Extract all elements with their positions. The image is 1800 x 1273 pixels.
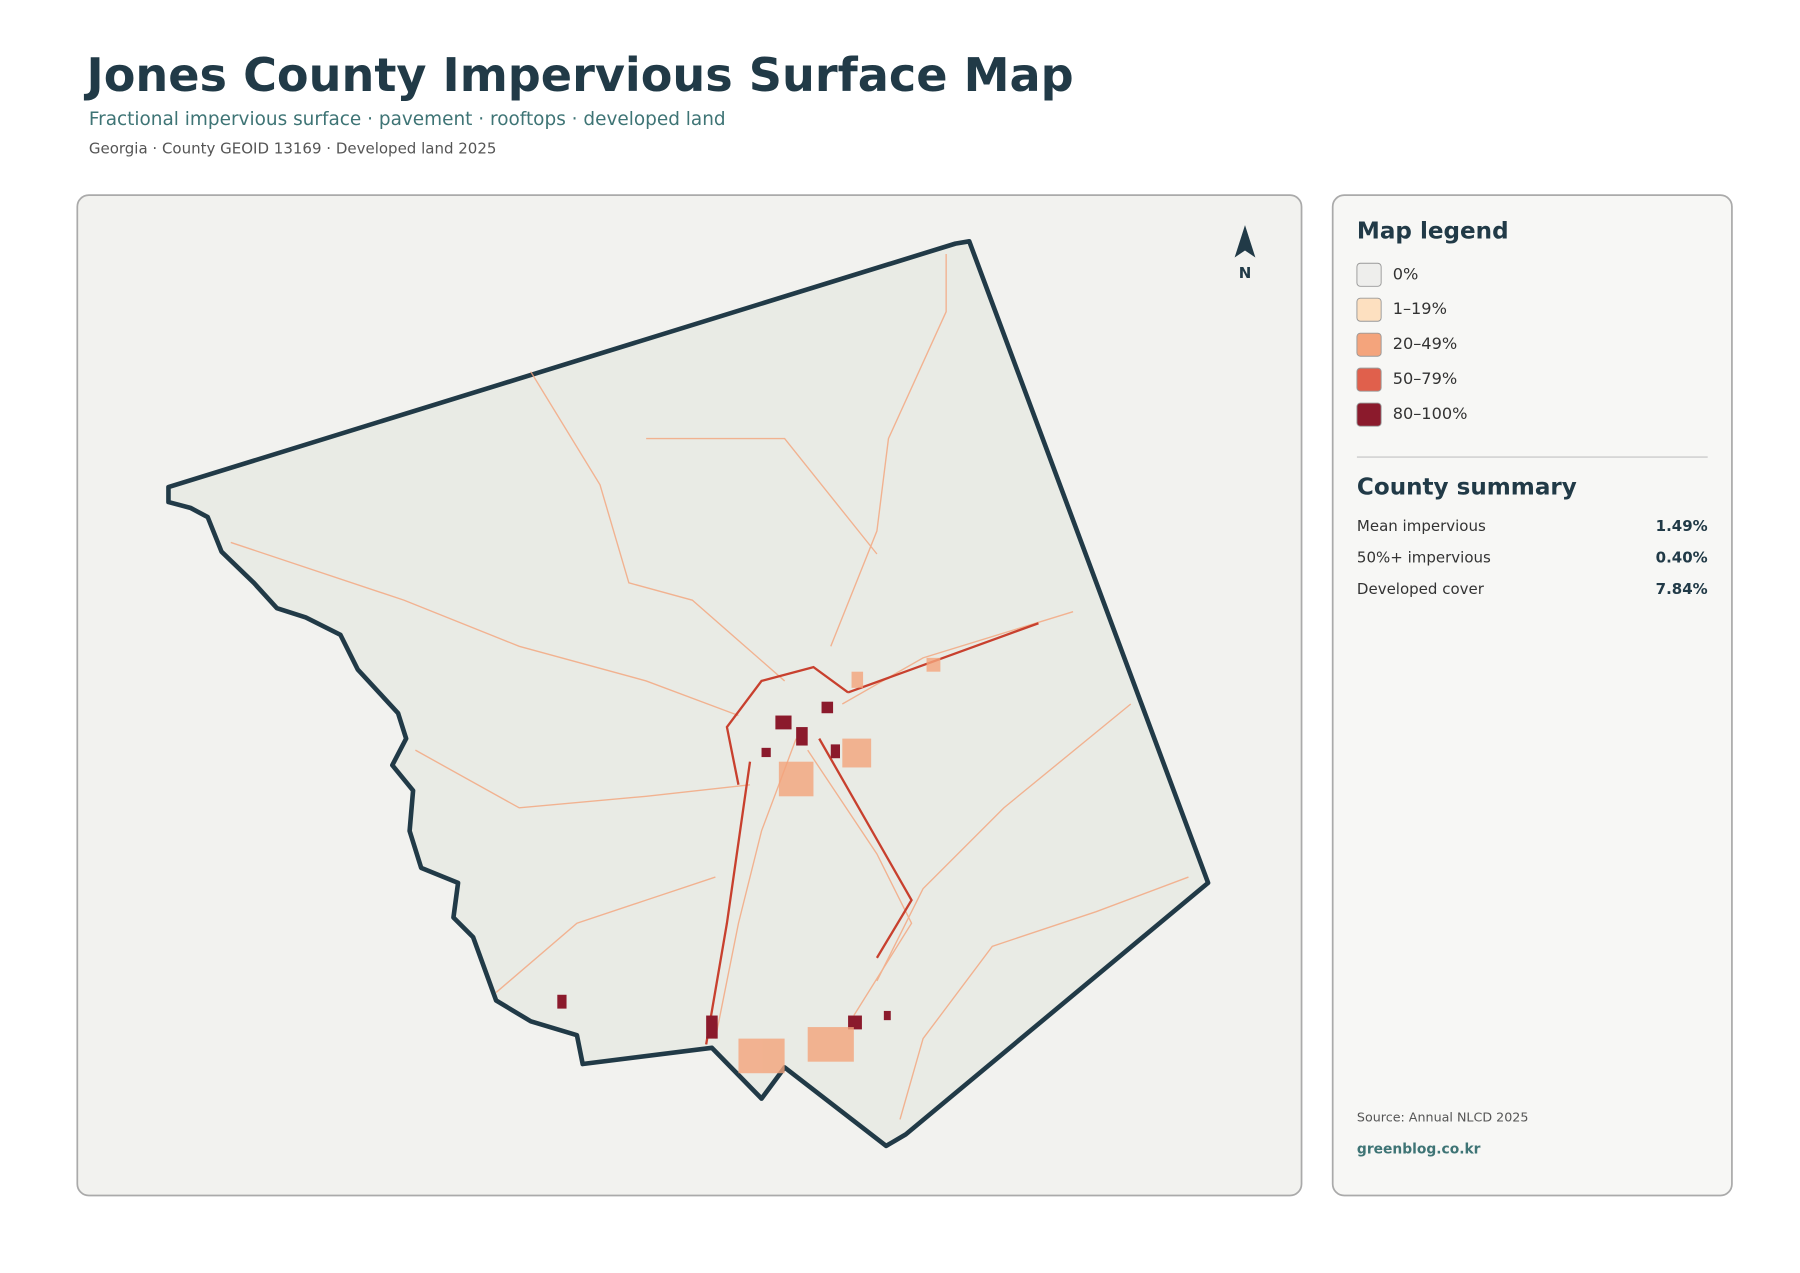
- legend-label: 50–79%: [1393, 369, 1457, 388]
- summary-value: 1.49%: [1656, 517, 1708, 535]
- north-arrow: N: [1234, 225, 1256, 282]
- developed-areas: [738, 657, 941, 1074]
- legend-swatch: [1356, 297, 1382, 322]
- county-map: [166, 238, 1211, 1149]
- source: Source: Annual NLCD 2025: [1357, 1110, 1529, 1125]
- roads: [230, 253, 1189, 1120]
- title: Jones County Impervious Surface Map: [84, 48, 1074, 102]
- legend-label: 1–19%: [1393, 299, 1447, 318]
- legend-swatch: [1356, 262, 1382, 287]
- town-center: [557, 701, 891, 1039]
- legend-swatch: [1356, 367, 1382, 392]
- legend-label: 20–49%: [1393, 334, 1457, 353]
- summary-label: 50%+ impervious: [1357, 548, 1491, 566]
- legend-label: 0%: [1393, 264, 1419, 283]
- county-boundary: [166, 238, 1211, 1149]
- major-roads: [705, 622, 1039, 1045]
- summary-title: County summary: [1357, 475, 1577, 501]
- legend-swatch: [1356, 332, 1382, 357]
- north-label: N: [1239, 264, 1252, 282]
- summary-label: Mean impervious: [1357, 517, 1486, 535]
- site: greenblog.co.kr: [1357, 1141, 1481, 1157]
- summary-label: Developed cover: [1357, 580, 1485, 598]
- legend-swatch: [1356, 402, 1382, 427]
- legend: 0% 1–19% 20–49% 50–79% 80–100%: [1356, 262, 1468, 427]
- summary-value: 0.40%: [1656, 548, 1708, 566]
- meta: Georgia · County GEOID 13169 · Developed…: [89, 140, 497, 158]
- summary-value: 7.84%: [1656, 580, 1708, 598]
- side-panel: [1331, 194, 1733, 1197]
- summary: Mean impervious 1.49% 50%+ impervious 0.40%…: [1357, 517, 1708, 598]
- legend-label: 80–100%: [1393, 404, 1468, 423]
- legend-title: Map legend: [1357, 219, 1509, 245]
- subtitle: Fractional impervious surface · pavement…: [89, 109, 726, 130]
